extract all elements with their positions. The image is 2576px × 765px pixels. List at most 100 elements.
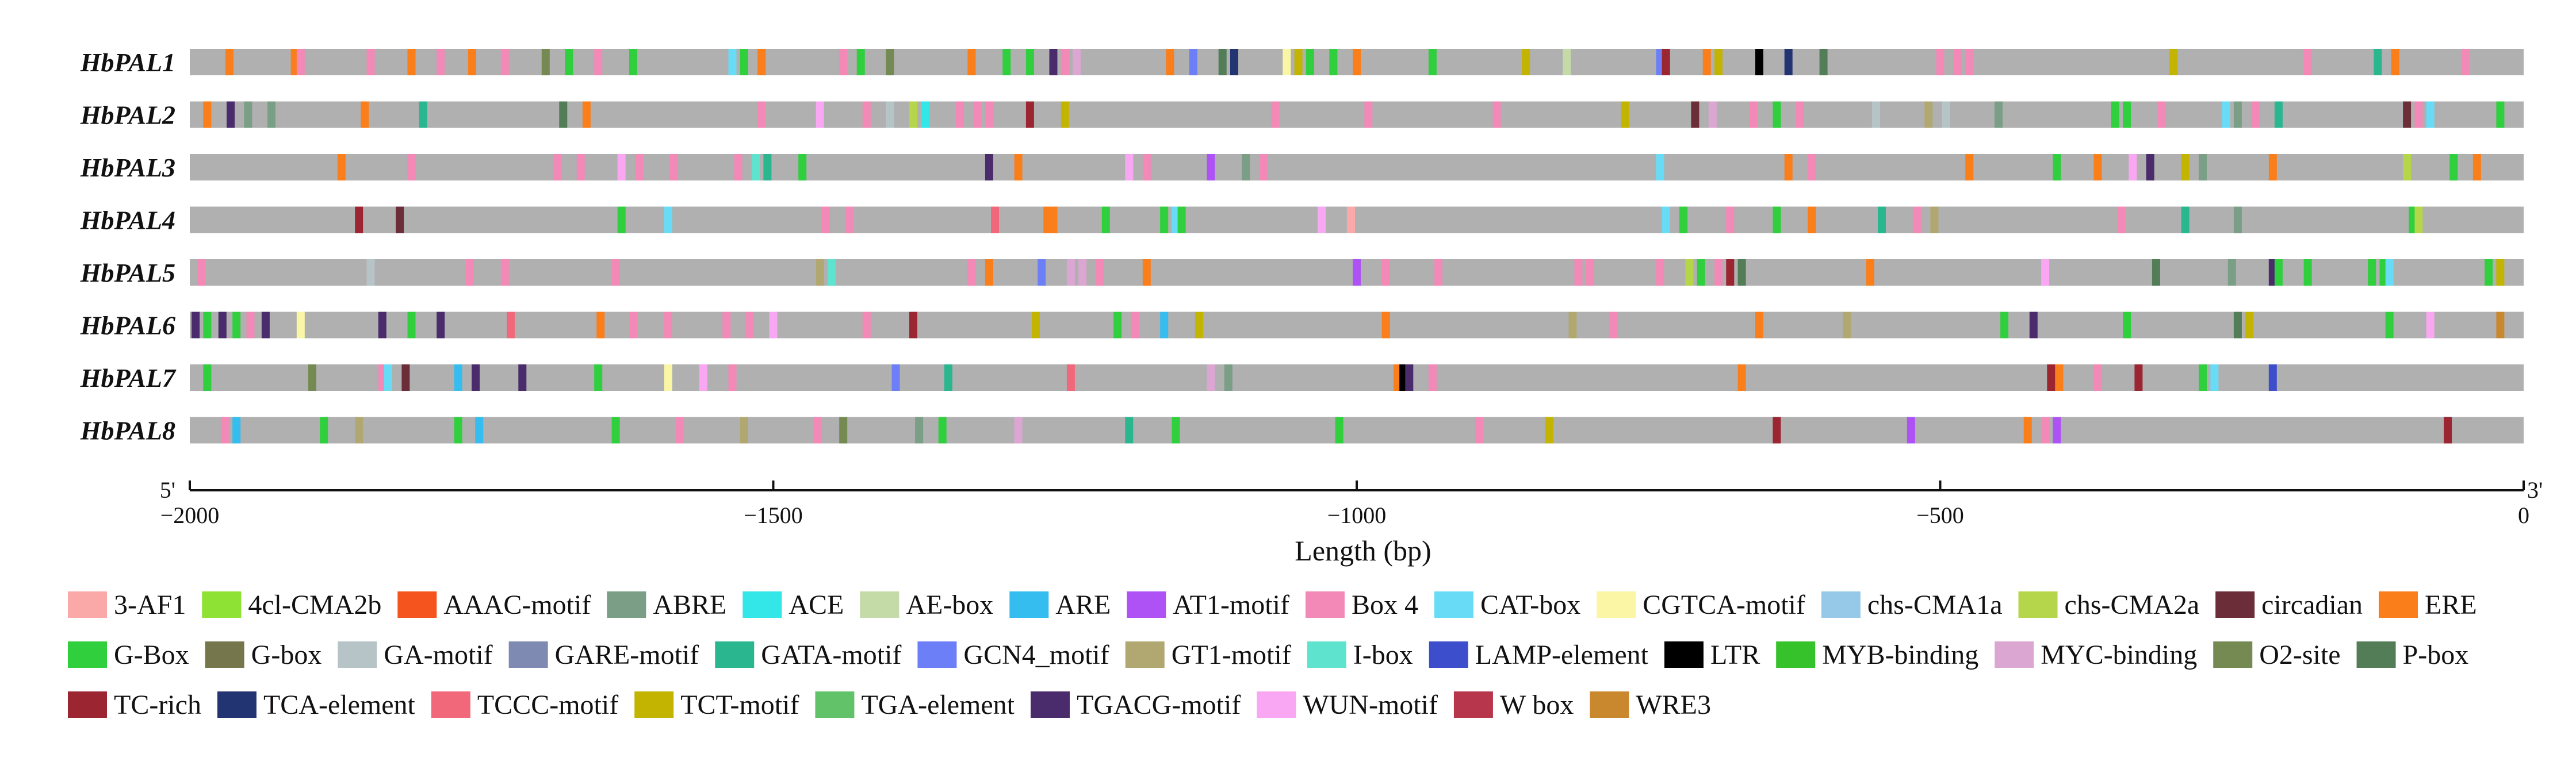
gene-label: HbPAL8: [80, 416, 175, 445]
element-mark-box-4: [576, 154, 585, 180]
element-mark-g-box: [1335, 417, 1343, 444]
element-mark-tc-rich: [1025, 101, 1034, 128]
element-mark-ere: [407, 49, 416, 75]
element-mark-cat-box: [728, 49, 737, 75]
element-mark-g-box: [203, 364, 212, 391]
element-mark-cat-box: [2222, 101, 2230, 128]
element-mark-box-4: [197, 259, 206, 286]
legend-label: MYB-binding: [1822, 640, 1978, 670]
legend-swatch: [715, 641, 755, 668]
element-mark-gt1-motif: [740, 417, 748, 444]
element-mark-ere: [582, 101, 591, 128]
element-mark-ere: [337, 154, 346, 180]
element-mark-wun-motif: [2426, 312, 2435, 339]
element-mark-g-box: [1177, 206, 1186, 233]
legend-item-wun-motif: WUN-motif: [1257, 690, 1438, 720]
element-mark-box-4: [611, 259, 620, 286]
legend-swatch: [1009, 591, 1049, 618]
element-mark-ga-motif: [886, 101, 894, 128]
element-mark-wre3: [2496, 312, 2505, 339]
element-mark-g-box: [1025, 49, 1034, 75]
element-mark-box-4: [664, 312, 672, 339]
legend-label: CAT-box: [1480, 590, 1580, 620]
element-mark-ere: [1142, 259, 1151, 286]
legend-label: MYC-binding: [2041, 640, 2197, 670]
element-mark-box-4: [1492, 101, 1501, 128]
element-mark-box-4: [839, 49, 848, 75]
element-mark-tgacg-motif: [1049, 49, 1058, 75]
element-mark-o2-site: [886, 49, 894, 75]
x-tick-label: −2000: [160, 502, 220, 528]
element-mark-box-4: [956, 101, 964, 128]
element-mark-ere: [757, 49, 766, 75]
element-mark-ltr: [1755, 49, 1763, 75]
element-mark-g-box: [1773, 206, 1781, 233]
element-mark-box-4: [1574, 259, 1583, 286]
element-mark-gt1-motif: [355, 417, 363, 444]
legend-label: GCN4_motif: [963, 640, 1109, 670]
element-mark-ere: [1049, 206, 1058, 233]
gene-track-hbpal1: HbPAL1: [80, 48, 2524, 77]
element-mark-g-box: [2000, 312, 2009, 339]
element-mark-tgacg-motif: [192, 312, 200, 339]
legend-item-ga-motif: GA-motif: [338, 640, 493, 670]
legend-item-lamp-element: LAMP-element: [1429, 640, 1649, 670]
element-mark-tct-motif: [1714, 49, 1723, 75]
legend-item-gata-motif: GATA-motif: [715, 640, 901, 670]
legend-item-tgacg-motif: TGACG-motif: [1031, 690, 1241, 720]
element-mark-cat-box: [384, 364, 392, 391]
element-mark-box-4: [722, 312, 731, 339]
legend-item-tct-motif: TCT-motif: [634, 690, 799, 720]
gene-track-hbpal3: HbPAL3: [80, 153, 2524, 182]
legend-label: ABRE: [653, 590, 726, 620]
element-mark-g-box: [617, 206, 626, 233]
element-mark-gt1-motif: [1924, 101, 1933, 128]
element-mark-box-4: [594, 49, 603, 75]
element-mark-box-4: [1096, 259, 1104, 286]
legend-swatch: [205, 641, 244, 668]
element-mark-cat-box: [2426, 101, 2435, 128]
gene-track-hbpal2: HbPAL2: [80, 101, 2524, 130]
legend-swatch: [2215, 591, 2255, 618]
element-mark-ere: [2391, 49, 2399, 75]
legend-label: P-box: [2403, 640, 2469, 670]
element-mark-tgacg-motif: [437, 312, 445, 339]
element-mark-abre: [2199, 154, 2207, 180]
legend-item-chs-cma1a: chs-CMA1a: [1821, 590, 2003, 620]
element-mark-cgtca-motif: [664, 364, 672, 391]
element-mark-ere: [2268, 154, 2277, 180]
legend-item-4cl-cma2b: 4cl-CMA2b: [202, 590, 381, 620]
element-mark-tct-motif: [2496, 259, 2505, 286]
element-mark-tc-rich: [355, 206, 363, 233]
element-mark-tgacg-motif: [2146, 154, 2154, 180]
element-mark-ga-motif: [1942, 101, 1950, 128]
element-mark-box-4: [1912, 206, 1921, 233]
promoter-bar: [190, 364, 2524, 391]
element-mark-gata-motif: [2274, 101, 2283, 128]
legend-item-3-af1: 3-AF1: [68, 590, 186, 620]
element-mark-gata-motif: [763, 154, 772, 180]
element-mark-p-box: [559, 101, 568, 128]
element-mark-box-4: [2093, 364, 2102, 391]
element-mark-o2-site: [839, 417, 848, 444]
element-mark-g-box: [2485, 259, 2493, 286]
element-mark-box-4: [2158, 101, 2166, 128]
element-mark-box-4: [676, 417, 684, 444]
element-mark-lamp-element: [2268, 364, 2277, 391]
gene-label: HbPAL1: [80, 48, 175, 77]
element-mark-tgacg-motif: [985, 154, 993, 180]
element-mark-g-box: [2111, 101, 2119, 128]
element-mark-box-4: [2414, 101, 2423, 128]
element-mark-gcn4-motif: [1038, 259, 1046, 286]
legend-label: GA-motif: [384, 640, 492, 670]
element-mark-ere: [1702, 49, 1711, 75]
element-mark-box-4: [1434, 259, 1442, 286]
element-mark-tct-motif: [1522, 49, 1530, 75]
legend-swatch: [68, 691, 107, 718]
legend-label: chs-CMA1a: [1867, 590, 2003, 620]
element-mark-circadian: [396, 206, 404, 233]
element-mark-box-4: [1936, 49, 1945, 75]
legend-label: I-box: [1353, 640, 1413, 670]
legend-label: TCCC-motif: [477, 690, 618, 720]
element-mark-tccc-motif: [1066, 364, 1075, 391]
